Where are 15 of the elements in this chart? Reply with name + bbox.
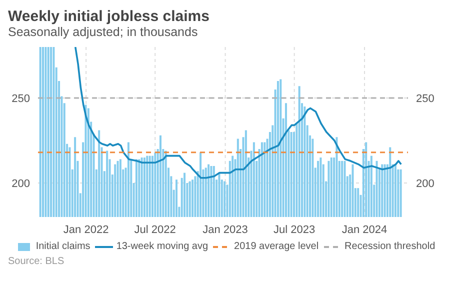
x-tick-label: Jan 2023 xyxy=(202,224,248,236)
x-tick-label: Jul 2022 xyxy=(134,224,176,236)
x-tick-label: Jan 2022 xyxy=(63,224,109,236)
chart-subtitle: Seasonally adjusted; in thousands xyxy=(8,25,199,39)
legend-label: 2019 average level xyxy=(234,241,319,252)
y2-tick-label: 200 xyxy=(416,178,434,190)
legend-label: Recession threshold xyxy=(344,241,436,252)
source-note: Source: BLS xyxy=(8,256,66,267)
legend-label: Initial claims xyxy=(36,241,90,252)
x-tick-label: Jan 2024 xyxy=(342,224,388,236)
y2-tick-label: 250 xyxy=(416,92,434,105)
x-tick-label: Jul 2023 xyxy=(274,224,316,236)
chart-title: Weekly initial jobless claims xyxy=(8,8,210,25)
legend-label: 13-week moving avg xyxy=(116,241,208,252)
line-series xyxy=(74,47,402,179)
